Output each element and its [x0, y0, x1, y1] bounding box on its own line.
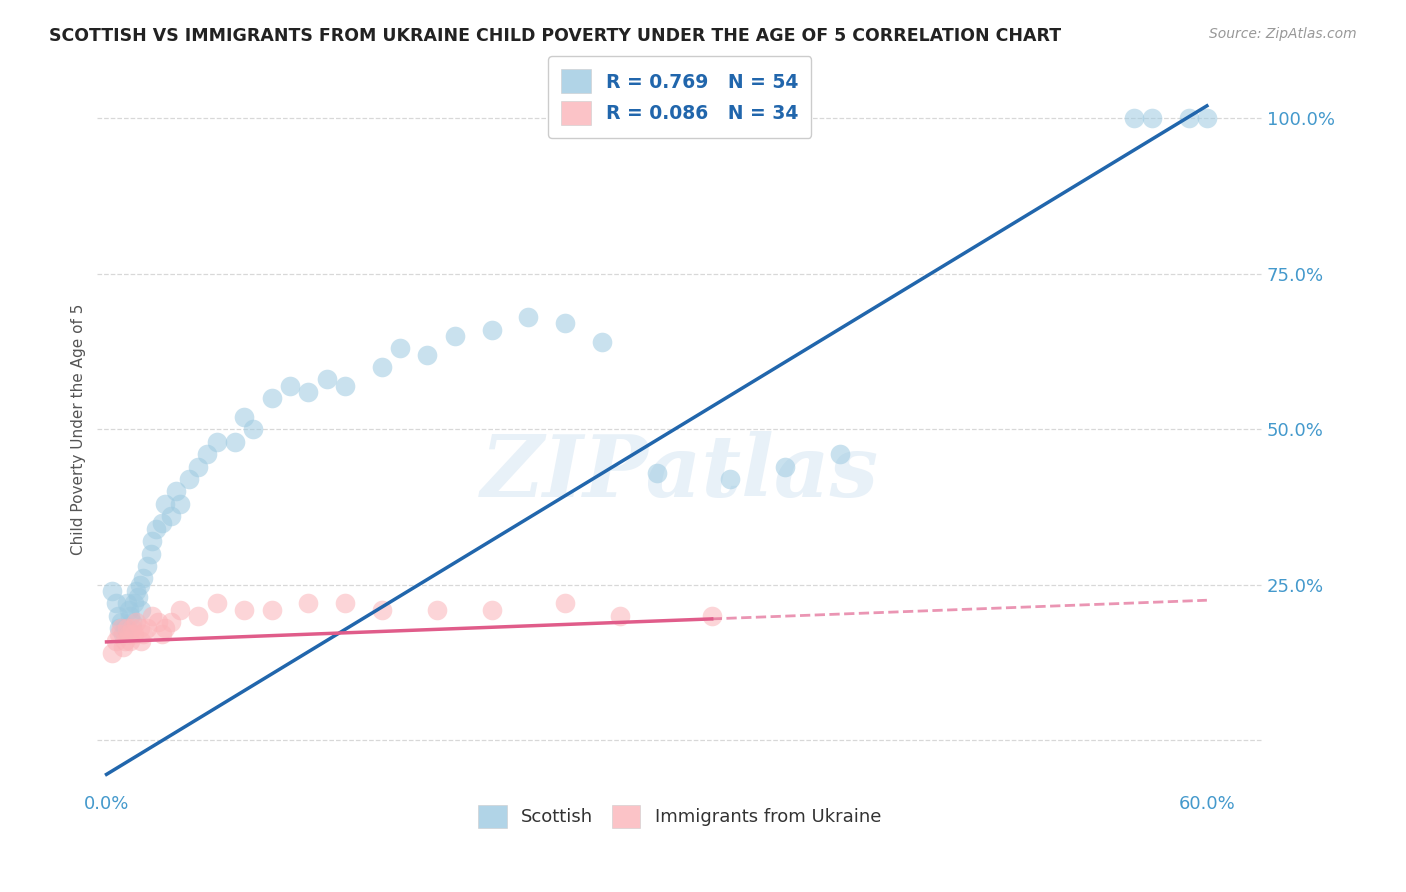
Point — [333, 378, 356, 392]
Point — [117, 627, 139, 641]
Point — [169, 602, 191, 616]
Point — [233, 409, 256, 424]
Point — [159, 509, 181, 524]
Point — [146, 615, 169, 629]
Point — [297, 384, 319, 399]
Point — [122, 627, 145, 641]
Point — [139, 547, 162, 561]
Point — [141, 608, 163, 623]
Point — [554, 596, 576, 610]
Point — [333, 596, 356, 610]
Point — [481, 323, 503, 337]
Point — [260, 391, 283, 405]
Point — [1122, 112, 1144, 126]
Point — [1140, 112, 1163, 126]
Point — [187, 608, 209, 623]
Point — [120, 633, 142, 648]
Point — [104, 596, 127, 610]
Point — [159, 615, 181, 629]
Point — [233, 602, 256, 616]
Point — [165, 484, 187, 499]
Point — [315, 372, 337, 386]
Point — [131, 633, 153, 648]
Point — [120, 608, 142, 623]
Point — [150, 627, 173, 641]
Point — [169, 497, 191, 511]
Point — [110, 621, 132, 635]
Point — [609, 608, 631, 623]
Point — [117, 602, 139, 616]
Point — [131, 602, 153, 616]
Point — [224, 434, 246, 449]
Point — [132, 627, 155, 641]
Point — [107, 608, 129, 623]
Point — [115, 596, 138, 610]
Point — [773, 459, 796, 474]
Point — [205, 434, 228, 449]
Text: SCOTTISH VS IMMIGRANTS FROM UKRAINE CHILD POVERTY UNDER THE AGE OF 5 CORRELATION: SCOTTISH VS IMMIGRANTS FROM UKRAINE CHIL… — [49, 27, 1062, 45]
Point — [115, 621, 138, 635]
Point — [155, 621, 177, 635]
Point — [187, 459, 209, 474]
Point — [388, 342, 411, 356]
Point — [135, 559, 157, 574]
Point — [260, 602, 283, 616]
Point — [278, 378, 301, 392]
Point — [718, 472, 741, 486]
Point — [108, 621, 131, 635]
Point — [121, 621, 143, 635]
Point — [108, 627, 131, 641]
Point — [426, 602, 449, 616]
Point — [197, 447, 219, 461]
Point — [444, 329, 467, 343]
Point — [101, 646, 124, 660]
Point — [128, 621, 150, 635]
Point — [830, 447, 852, 461]
Point — [1177, 112, 1199, 126]
Text: ZIPatlas: ZIPatlas — [481, 431, 879, 515]
Text: Source: ZipAtlas.com: Source: ZipAtlas.com — [1209, 27, 1357, 41]
Point — [132, 572, 155, 586]
Point — [370, 359, 392, 374]
Point — [114, 621, 136, 635]
Point — [645, 466, 668, 480]
Point — [112, 640, 135, 654]
Point — [177, 472, 200, 486]
Point — [481, 602, 503, 616]
Point — [155, 497, 177, 511]
Point — [205, 596, 228, 610]
Point — [135, 621, 157, 635]
Y-axis label: Child Poverty Under the Age of 5: Child Poverty Under the Age of 5 — [72, 303, 86, 555]
Point — [101, 583, 124, 598]
Point — [122, 596, 145, 610]
Point — [297, 596, 319, 610]
Point — [128, 577, 150, 591]
Point — [110, 615, 132, 629]
Point — [141, 534, 163, 549]
Point — [370, 602, 392, 616]
Point — [150, 516, 173, 530]
Point — [1195, 112, 1218, 126]
Point — [127, 590, 149, 604]
Point — [125, 615, 148, 629]
Point — [554, 317, 576, 331]
Point — [112, 627, 135, 641]
Point — [121, 615, 143, 629]
Point — [591, 335, 613, 350]
Point — [517, 310, 540, 325]
Point — [700, 608, 723, 623]
Legend: Scottish, Immigrants from Ukraine: Scottish, Immigrants from Ukraine — [471, 797, 889, 835]
Point — [104, 633, 127, 648]
Point — [114, 633, 136, 648]
Point — [416, 348, 439, 362]
Point — [145, 522, 167, 536]
Point — [242, 422, 264, 436]
Point — [125, 583, 148, 598]
